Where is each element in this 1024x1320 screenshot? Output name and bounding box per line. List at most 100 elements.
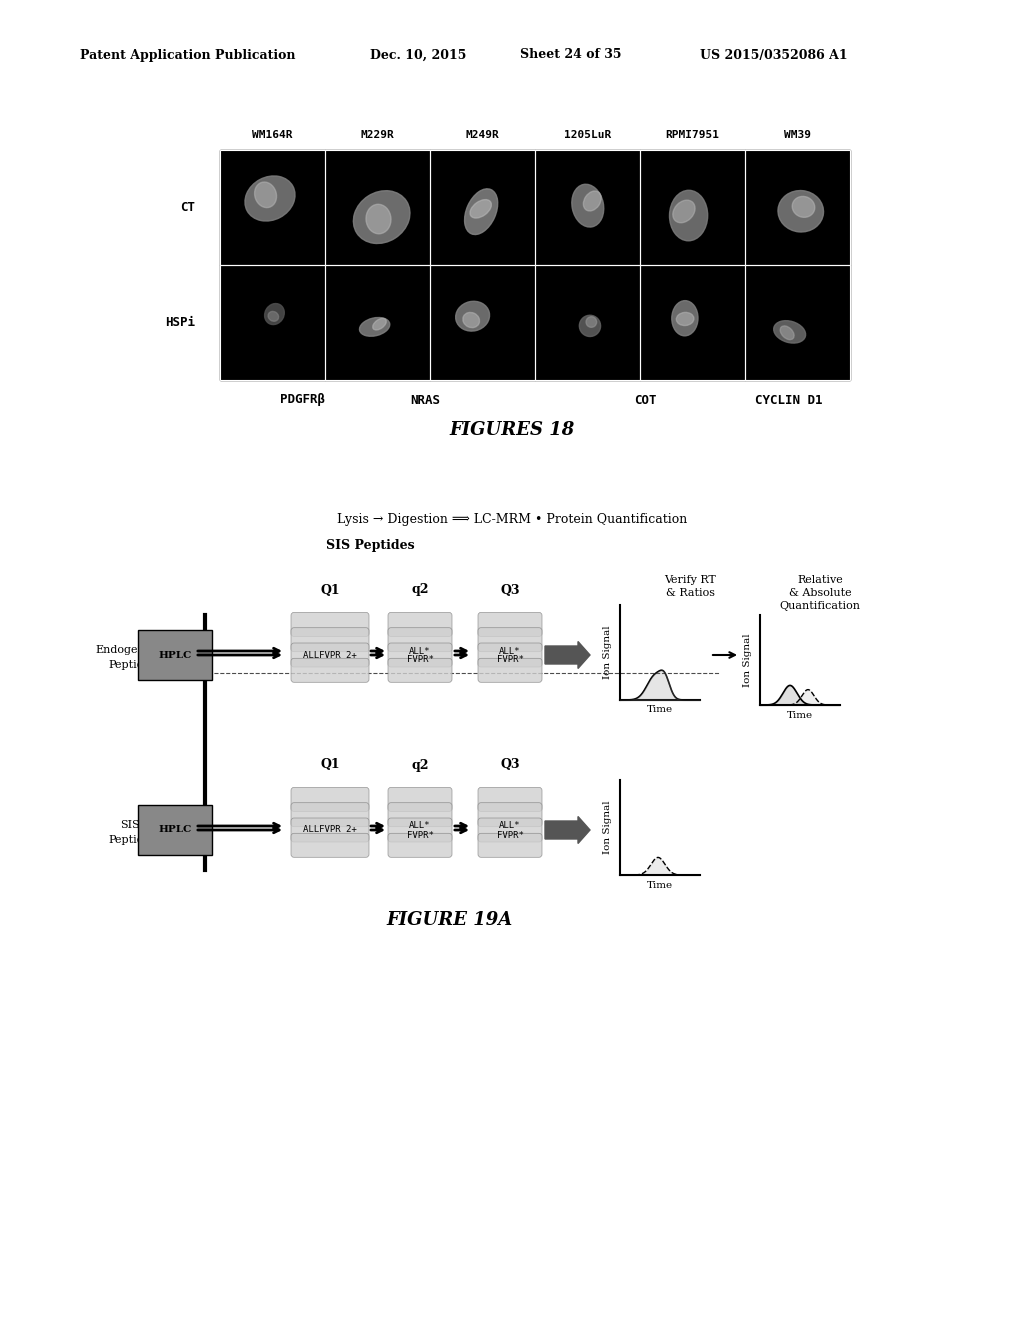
Text: FVPR*: FVPR*	[497, 656, 523, 664]
Text: q2: q2	[412, 583, 429, 597]
Text: M249R: M249R	[466, 129, 500, 140]
Ellipse shape	[670, 190, 708, 240]
Bar	[430, 265, 535, 380]
FancyBboxPatch shape	[478, 833, 542, 857]
Text: WM164R: WM164R	[252, 129, 293, 140]
Ellipse shape	[673, 201, 695, 223]
Bar	[325, 265, 430, 380]
FancyBboxPatch shape	[388, 659, 452, 682]
FancyBboxPatch shape	[478, 788, 542, 812]
Bar	[535, 150, 640, 265]
Text: Ion Signal: Ion Signal	[603, 626, 612, 680]
FancyBboxPatch shape	[291, 643, 369, 667]
Bar	[430, 150, 535, 265]
Text: CT: CT	[180, 201, 195, 214]
Ellipse shape	[245, 176, 295, 220]
Text: NRAS: NRAS	[410, 393, 440, 407]
Text: Q1: Q1	[321, 759, 340, 771]
Bar	[430, 150, 535, 265]
Text: FIGURES 18: FIGURES 18	[450, 421, 574, 440]
Text: Verify RT: Verify RT	[665, 576, 716, 585]
Ellipse shape	[366, 205, 391, 234]
Text: Q3: Q3	[501, 759, 520, 771]
Text: Peptide: Peptide	[109, 660, 152, 671]
FancyBboxPatch shape	[291, 833, 369, 857]
Bar	[325, 265, 430, 380]
Bar	[745, 150, 850, 265]
FancyBboxPatch shape	[388, 833, 452, 857]
Bar	[430, 265, 535, 380]
FancyArrow shape	[545, 642, 590, 668]
FancyBboxPatch shape	[291, 788, 369, 812]
Text: ALLFVPR 2+: ALLFVPR 2+	[303, 651, 357, 660]
Text: q2: q2	[412, 759, 429, 771]
FancyBboxPatch shape	[478, 612, 542, 636]
Bar	[220, 265, 325, 380]
Ellipse shape	[571, 185, 604, 227]
Ellipse shape	[463, 313, 479, 327]
Bar	[640, 150, 745, 265]
FancyBboxPatch shape	[388, 612, 452, 636]
Ellipse shape	[676, 313, 694, 326]
Ellipse shape	[268, 312, 279, 321]
Text: SIS Peptides: SIS Peptides	[326, 539, 415, 552]
FancyBboxPatch shape	[388, 628, 452, 652]
Text: Peptide: Peptide	[109, 836, 152, 845]
Bar	[325, 150, 430, 265]
FancyArrow shape	[545, 817, 590, 843]
Bar	[745, 265, 850, 380]
Bar	[220, 150, 325, 265]
Text: Dec. 10, 2015: Dec. 10, 2015	[370, 49, 466, 62]
FancyBboxPatch shape	[478, 818, 542, 842]
Text: ALL*: ALL*	[500, 647, 521, 656]
Text: & Absolute: & Absolute	[788, 587, 851, 598]
Text: HSPi: HSPi	[165, 315, 195, 329]
Ellipse shape	[580, 315, 601, 337]
Bar	[535, 150, 640, 265]
Ellipse shape	[264, 304, 285, 325]
Text: US 2015/0352086 A1: US 2015/0352086 A1	[700, 49, 848, 62]
Text: SIS: SIS	[120, 820, 140, 830]
Text: 1205LuR: 1205LuR	[564, 129, 611, 140]
Bar	[325, 150, 430, 265]
Text: Q3: Q3	[501, 583, 520, 597]
Bar	[745, 265, 850, 380]
Text: WM39: WM39	[784, 129, 811, 140]
Text: Endogenous: Endogenous	[95, 645, 165, 655]
Text: M229R: M229R	[360, 129, 394, 140]
Ellipse shape	[672, 301, 698, 335]
Text: COT: COT	[634, 393, 656, 407]
Bar	[535, 265, 640, 380]
FancyBboxPatch shape	[291, 628, 369, 652]
Text: ALLFVPR 2+: ALLFVPR 2+	[303, 825, 357, 834]
Ellipse shape	[359, 318, 390, 337]
Text: Relative: Relative	[797, 576, 843, 585]
Text: Ion Signal: Ion Signal	[603, 801, 612, 854]
Text: FVPR*: FVPR*	[497, 830, 523, 840]
Text: Quantification: Quantification	[779, 601, 860, 611]
FancyBboxPatch shape	[291, 803, 369, 826]
Text: ALL*: ALL*	[410, 821, 431, 830]
FancyBboxPatch shape	[478, 628, 542, 652]
FancyBboxPatch shape	[388, 788, 452, 812]
Text: Time: Time	[647, 880, 673, 890]
Text: PDGFRβ: PDGFRβ	[280, 393, 325, 407]
FancyBboxPatch shape	[388, 818, 452, 842]
Text: HPLC: HPLC	[159, 651, 191, 660]
Ellipse shape	[774, 321, 806, 343]
Bar	[535, 265, 640, 380]
FancyBboxPatch shape	[291, 659, 369, 682]
Ellipse shape	[255, 182, 276, 207]
Ellipse shape	[780, 326, 794, 339]
FancyBboxPatch shape	[478, 643, 542, 667]
FancyBboxPatch shape	[388, 803, 452, 826]
FancyBboxPatch shape	[291, 612, 369, 636]
Text: Time: Time	[786, 710, 813, 719]
Ellipse shape	[584, 191, 601, 211]
FancyBboxPatch shape	[291, 818, 369, 842]
Text: CYCLIN D1: CYCLIN D1	[755, 393, 822, 407]
Text: FIGURE 19A: FIGURE 19A	[387, 911, 513, 929]
Text: Ion Signal: Ion Signal	[743, 634, 753, 686]
Ellipse shape	[793, 197, 815, 218]
Text: FVPR*: FVPR*	[407, 830, 433, 840]
